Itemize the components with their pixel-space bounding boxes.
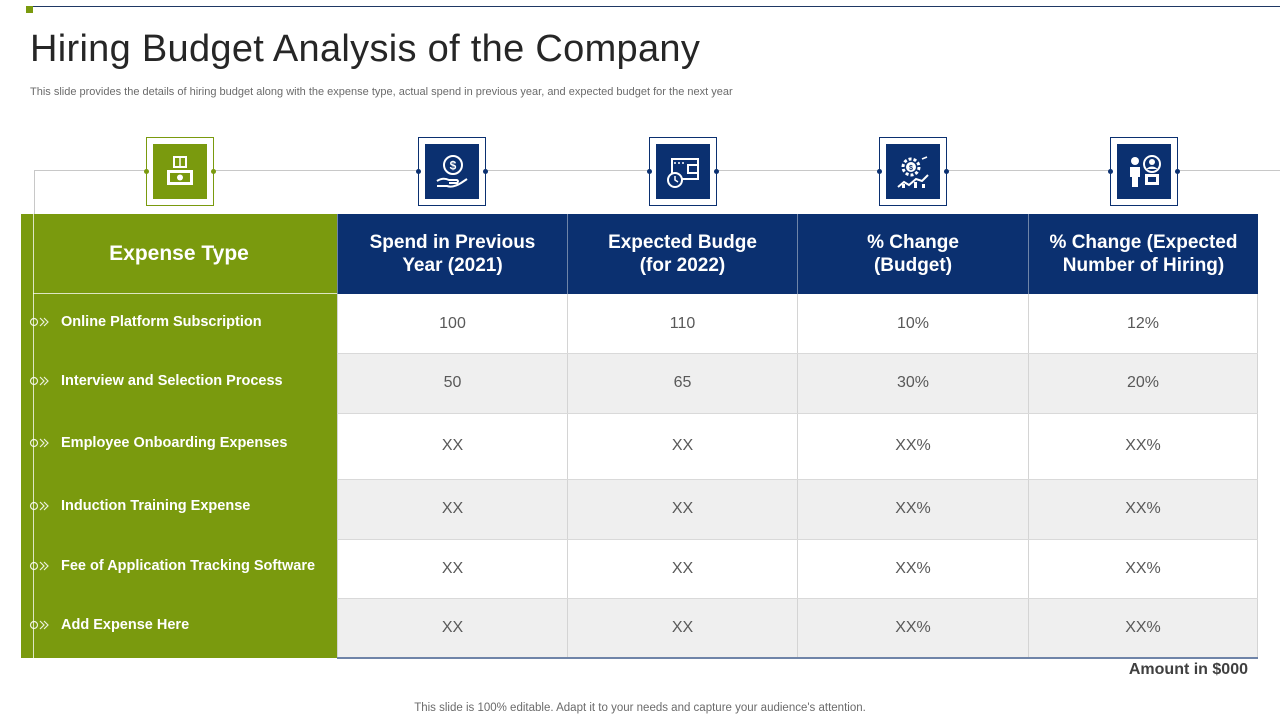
expense-row-label: Employee Onboarding Expenses bbox=[21, 410, 337, 476]
table-cell: XX bbox=[337, 479, 567, 539]
dollar-hand-icon: $ bbox=[436, 154, 468, 188]
table-cell: 100 bbox=[337, 294, 567, 353]
row-separator bbox=[337, 539, 1258, 540]
table-cell: 65 bbox=[567, 353, 797, 413]
page-subtitle: This slide provides the details of hirin… bbox=[30, 86, 733, 98]
row-separator bbox=[337, 479, 1258, 480]
chevron-bullet-icon bbox=[29, 561, 49, 570]
column-header-expected-budget: Expected Budge (for 2022) bbox=[567, 214, 797, 294]
money-box-icon bbox=[167, 155, 193, 185]
column-header-spend: Spend in Previous Year (2021) bbox=[337, 214, 567, 294]
table-cell: XX% bbox=[797, 539, 1028, 598]
spend-icon-box: $ bbox=[416, 137, 488, 206]
top-rule bbox=[26, 6, 1280, 7]
table-bottom-rule bbox=[337, 657, 1258, 659]
table-row: XX XX XX% XX% bbox=[337, 413, 1258, 479]
row-separator bbox=[337, 413, 1258, 414]
expense-row-text: Fee of Application Tracking Software bbox=[61, 557, 316, 574]
table-cell: 50 bbox=[337, 353, 567, 413]
people-hiring-icon bbox=[1130, 154, 1161, 187]
table-cell: XX bbox=[337, 413, 567, 479]
expense-row-label: Fee of Application Tracking Software bbox=[21, 536, 337, 595]
svg-text:$: $ bbox=[909, 165, 913, 172]
table-cell: XX bbox=[337, 598, 567, 657]
chevron-bullet-icon bbox=[29, 438, 49, 448]
top-accent-mark bbox=[26, 6, 33, 13]
table-cell: 12% bbox=[1028, 294, 1258, 353]
table-cell: XX% bbox=[1028, 539, 1258, 598]
table-cell: XX% bbox=[1028, 479, 1258, 539]
change-budget-icon-box: $ bbox=[877, 137, 949, 206]
table-cell: XX bbox=[567, 598, 797, 657]
chevron-bullet-icon bbox=[29, 317, 49, 326]
table-cell: XX% bbox=[797, 413, 1028, 479]
expense-type-icon-box bbox=[144, 137, 216, 206]
chevron-bullet-icon bbox=[29, 376, 49, 386]
expense-row-text: Online Platform Subscription bbox=[61, 313, 262, 330]
expense-row-label: Interview and Selection Process bbox=[21, 351, 337, 411]
expense-type-column: Expense Type bbox=[21, 214, 337, 658]
table-cell: 20% bbox=[1028, 353, 1258, 413]
budget-icon-box bbox=[647, 137, 719, 206]
table-row: XX XX XX% XX% bbox=[337, 598, 1258, 657]
table-cell: XX bbox=[567, 539, 797, 598]
column-header-change-hiring: % Change (Expected Number of Hiring) bbox=[1028, 214, 1258, 294]
expense-row-text: Add Expense Here bbox=[61, 616, 190, 633]
table-cell: XX bbox=[567, 479, 797, 539]
svg-text:$: $ bbox=[450, 158, 457, 172]
chevron-bullet-icon bbox=[29, 620, 49, 629]
table-cell: 10% bbox=[797, 294, 1028, 353]
expense-row-text: Interview and Selection Process bbox=[61, 373, 283, 389]
gear-growth-icon: $ bbox=[897, 155, 929, 188]
column-header-change-budget: % Change (Budget) bbox=[797, 214, 1028, 294]
wallet-clock-icon bbox=[667, 157, 699, 188]
table-cell: XX bbox=[567, 413, 797, 479]
table-cell: 30% bbox=[797, 353, 1028, 413]
page-title: Hiring Budget Analysis of the Company bbox=[30, 28, 701, 70]
table-cell: XX bbox=[337, 539, 567, 598]
expense-row-text: Employee Onboarding Expenses bbox=[61, 435, 288, 451]
expense-row-label: Online Platform Subscription bbox=[21, 292, 337, 351]
table-row: XX XX XX% XX% bbox=[337, 479, 1258, 539]
footer-note: This slide is 100% editable. Adapt it to… bbox=[414, 702, 866, 714]
expense-row-label: Add Expense Here bbox=[21, 595, 337, 654]
chevron-bullet-icon bbox=[29, 501, 49, 511]
expense-row-label: Induction Training Expense bbox=[21, 476, 337, 536]
expense-row-text: Induction Training Expense bbox=[61, 498, 251, 514]
table-cell: XX% bbox=[797, 479, 1028, 539]
table-cell: XX% bbox=[1028, 598, 1258, 657]
row-separator bbox=[337, 353, 1258, 354]
table-row: XX XX XX% XX% bbox=[337, 539, 1258, 598]
table-cell: XX% bbox=[797, 598, 1028, 657]
table-row: 50 65 30% 20% bbox=[337, 353, 1258, 413]
table-cell: 110 bbox=[567, 294, 797, 353]
unit-note: Amount in $000 bbox=[1128, 661, 1248, 678]
table-row: 100 110 10% 12% bbox=[337, 294, 1258, 353]
change-hiring-icon-box bbox=[1108, 137, 1180, 206]
icon-connector-drop bbox=[34, 170, 35, 215]
expense-type-header: Expense Type bbox=[109, 242, 249, 265]
table-cell: XX% bbox=[1028, 413, 1258, 479]
row-separator bbox=[337, 598, 1258, 599]
